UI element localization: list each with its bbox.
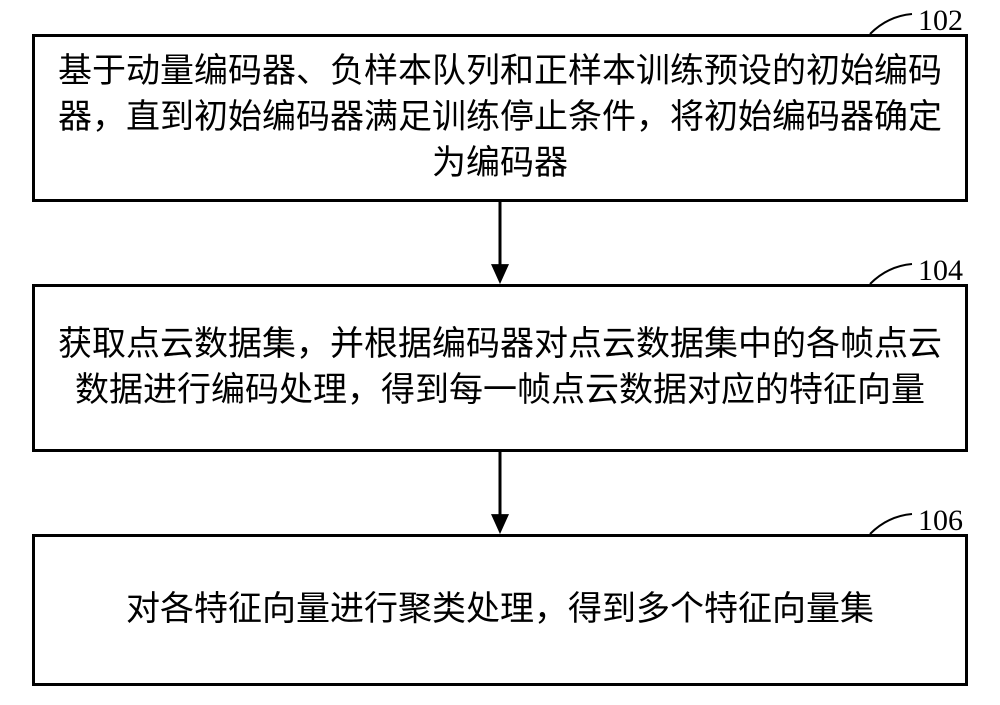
label-tick-step-104 — [870, 264, 912, 284]
label-ticks-group — [870, 14, 912, 534]
label-tick-step-102 — [870, 14, 912, 34]
connectors-svg — [0, 0, 1000, 705]
flowchart-canvas: 基于动量编码器、负样本队列和正样本训练预设的初始编码器，直到初始编码器满足训练停… — [0, 0, 1000, 705]
label-tick-step-106 — [870, 514, 912, 534]
